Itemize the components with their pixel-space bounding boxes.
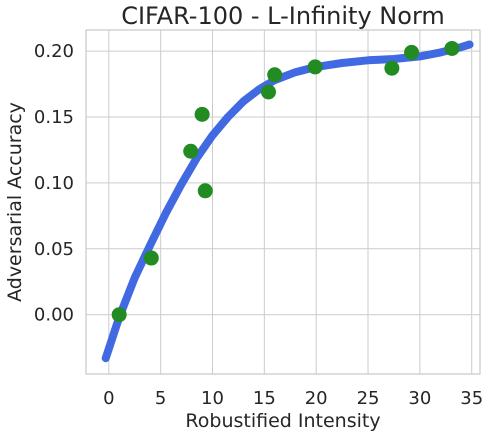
grid (86, 30, 480, 374)
data-point (260, 84, 276, 100)
x-tick-label: 35 (460, 388, 483, 409)
y-tick-label: 0.00 (34, 305, 74, 326)
x-axis-label: Robustified Intensity (185, 410, 380, 432)
data-points (111, 40, 460, 323)
data-point (404, 44, 420, 60)
y-axis-ticks: 0.00 0.05 0.10 0.15 0.20 (34, 41, 74, 326)
data-point (111, 307, 127, 323)
x-tick-label: 15 (253, 388, 276, 409)
x-tick-label: 20 (305, 388, 328, 409)
data-point (444, 40, 460, 56)
y-tick-label: 0.15 (34, 107, 74, 128)
x-tick-label: 25 (357, 388, 380, 409)
data-point (194, 106, 210, 122)
x-axis-ticks: 0 5 10 15 20 25 30 35 (103, 388, 483, 409)
y-tick-label: 0.10 (34, 173, 74, 194)
y-tick-label: 0.05 (34, 239, 74, 260)
chart-title: CIFAR-100 - L-Infinity Norm (121, 2, 445, 30)
data-point (183, 143, 199, 159)
y-tick-label: 0.20 (34, 41, 74, 62)
data-point (307, 59, 323, 75)
x-tick-label: 5 (155, 388, 166, 409)
data-point (267, 67, 283, 83)
y-axis-label: Adversarial Accuracy (4, 102, 26, 302)
x-tick-label: 10 (201, 388, 224, 409)
plot-frame (85, 29, 481, 375)
x-tick-label: 30 (408, 388, 431, 409)
data-point (384, 60, 400, 76)
data-point (197, 183, 213, 199)
data-point (143, 250, 159, 266)
x-tick-label: 0 (103, 388, 114, 409)
